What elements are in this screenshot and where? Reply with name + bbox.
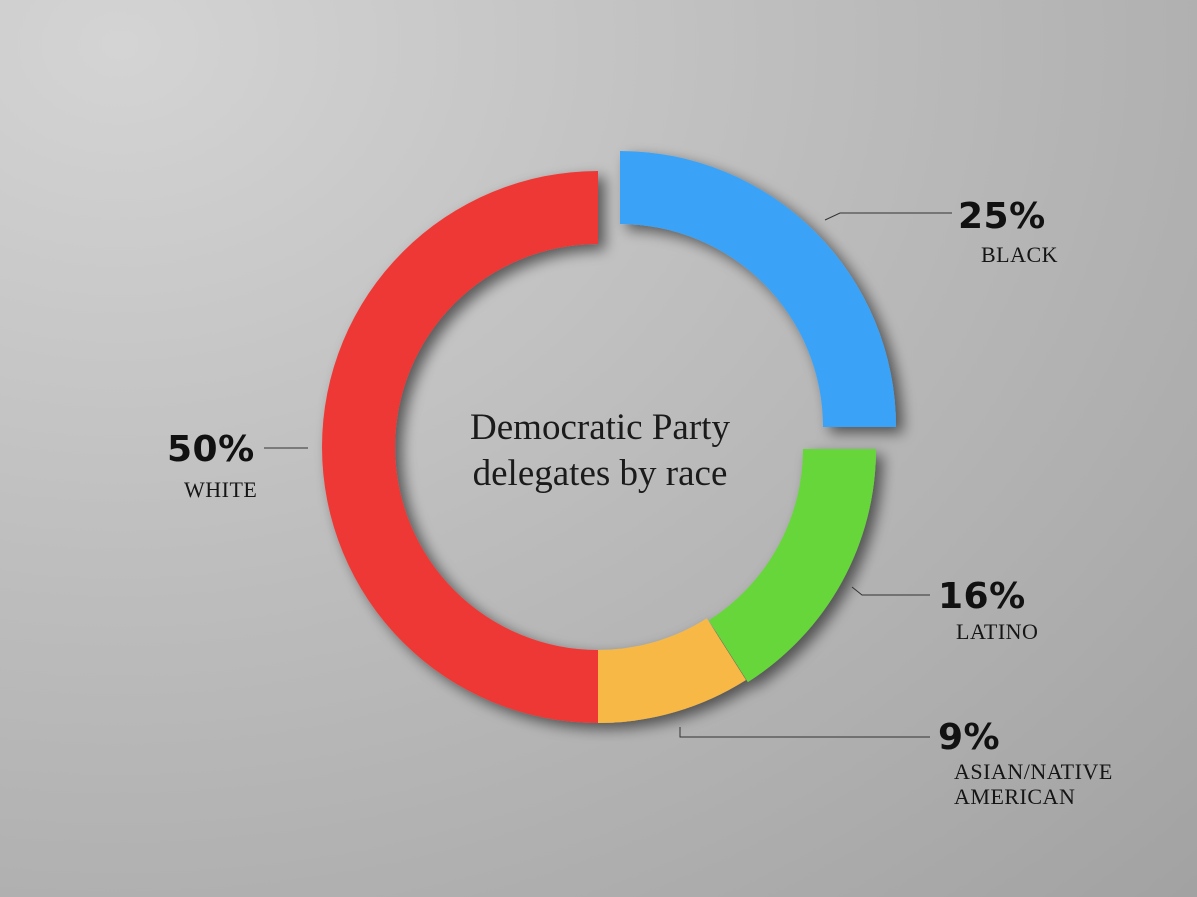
slice-white — [322, 171, 598, 723]
leader-line-asian-native-american — [679, 727, 930, 738]
slice-latino — [708, 449, 876, 683]
category-label-white: WHITE — [184, 477, 258, 502]
chart-title-line-1: Democratic Party — [470, 407, 730, 448]
category-label-black: BLACK — [981, 242, 1059, 267]
chart-title-line-2: delegates by race — [472, 453, 728, 494]
slice-asian-native-american — [598, 618, 746, 723]
category-label-line-1: ASIAN/NATIVE — [954, 759, 1113, 784]
value-label-white: 50% — [167, 429, 255, 470]
category-label-line-2: AMERICAN — [954, 784, 1076, 809]
category-label-latino: LATINO — [956, 619, 1039, 644]
slice-black — [620, 151, 896, 427]
category-label-asian-native-american: ASIAN/NATIVE AMERICAN — [954, 759, 1113, 809]
leader-line-black — [824, 212, 952, 221]
value-label-black: 25% — [958, 196, 1046, 237]
leader-line-latino — [851, 586, 930, 596]
value-label-latino: 16% — [938, 576, 1026, 617]
value-label-asian-native-american: 9% — [938, 717, 1001, 758]
chart-title: Democratic Party delegates by race — [400, 405, 800, 497]
